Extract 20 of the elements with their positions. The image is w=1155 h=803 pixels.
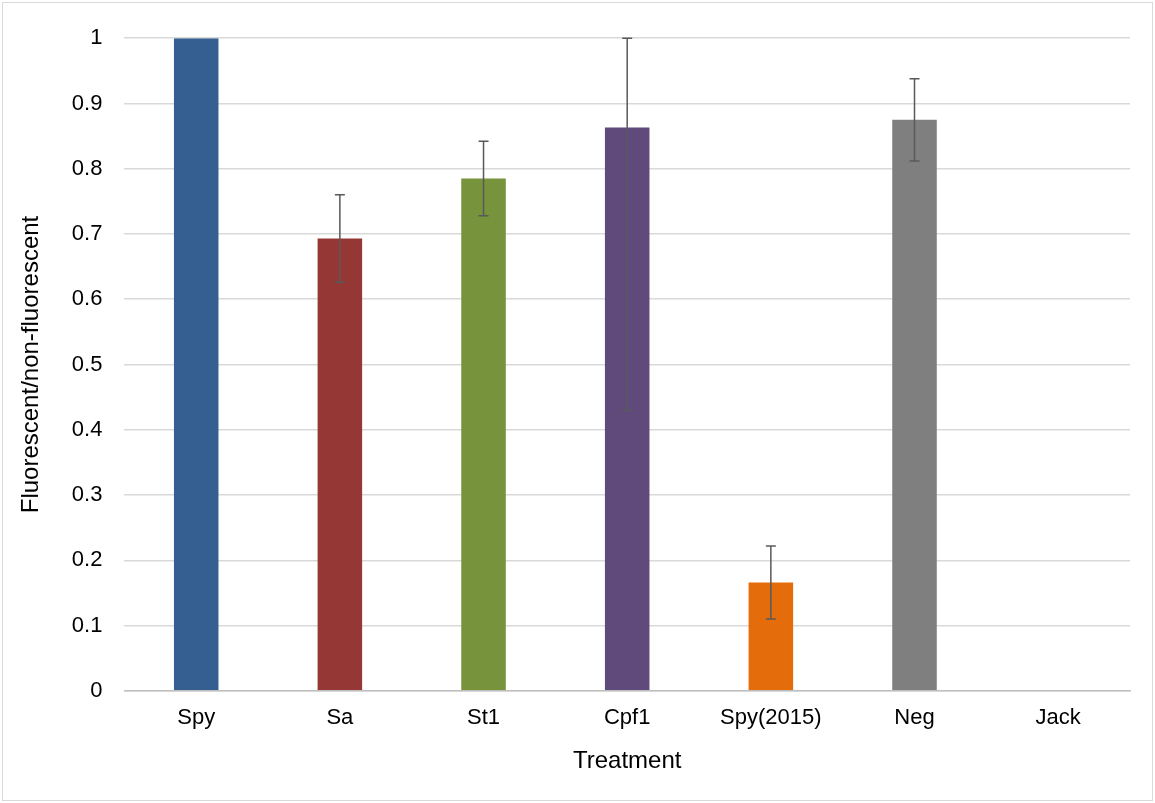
y-axis-title: Fluorescent/non-fluorescent [16, 215, 44, 514]
y-tick-label: 0.1 [71, 611, 103, 637]
x-tick-label: Jack [1035, 704, 1082, 730]
x-tick-label: Sa [326, 704, 355, 730]
y-tick-label: 0.7 [71, 220, 103, 246]
x-tick-label: Cpf1 [603, 704, 651, 730]
y-tick-label: 0.5 [71, 350, 103, 376]
y-tick-label: 0.2 [71, 546, 103, 572]
x-tick-label: Spy [177, 704, 216, 730]
y-tick-label: 0.3 [71, 481, 103, 507]
y-tick-label: 0.6 [71, 285, 103, 311]
x-tick-label: St1 [467, 704, 501, 730]
y-tick-label: 0 [90, 676, 103, 702]
y-tick-label: 1 [90, 24, 103, 50]
y-tick-label: 0.8 [71, 154, 103, 180]
x-axis-title: Treatment [572, 746, 682, 774]
x-tick-label: Neg [894, 704, 935, 730]
y-tick-label: 0.9 [71, 89, 103, 115]
y-tick-label: 0.4 [71, 415, 103, 441]
x-tick-label: Spy(2015) [720, 704, 822, 730]
